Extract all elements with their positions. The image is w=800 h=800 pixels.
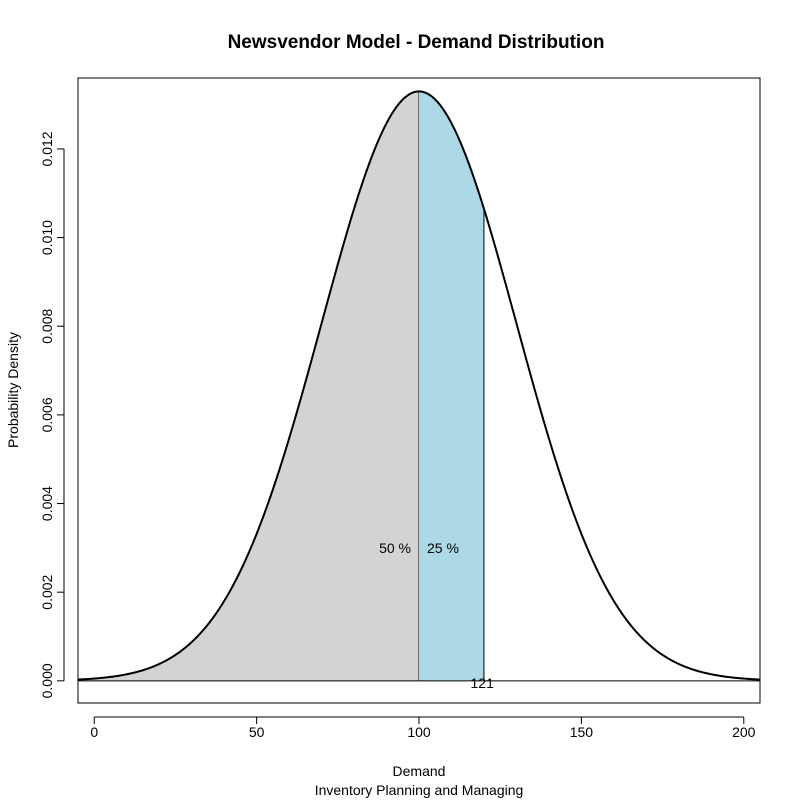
- x-axis-label: Demand: [393, 763, 446, 779]
- axes: 0 50 100 150 200 0.000 0.002 0.004 0.006 0.008 0.0…: [39, 131, 756, 740]
- y-axis-label: Probability Density: [5, 332, 21, 448]
- x-tick-label: 0: [90, 724, 98, 740]
- y-tick-label: 0.004: [39, 486, 55, 521]
- chart-title: Newsvendor Model - Demand Distribution: [228, 32, 605, 53]
- annotations: 50 % 25 % 121: [379, 540, 494, 691]
- region-1-area: [78, 91, 419, 681]
- plot-frame: [77, 77, 761, 704]
- y-tick-label: 0.006: [39, 397, 55, 432]
- y-tick-label: 0.008: [39, 309, 55, 344]
- y-tick-label: 0.002: [39, 574, 55, 609]
- optimal-quantity-label: 121: [471, 675, 495, 691]
- x-axis-subtitle: Inventory Planning and Managing: [315, 782, 524, 798]
- y-tick-label: 0.000: [39, 663, 55, 698]
- x-tick-label: 100: [407, 724, 431, 740]
- region-2-label: 25 %: [427, 540, 459, 556]
- region-1-label: 50 %: [379, 540, 411, 556]
- shaded-regions: [78, 91, 485, 681]
- density-curve: [77, 90, 761, 681]
- x-tick-label: 150: [570, 724, 594, 740]
- y-tick-label: 0.012: [39, 131, 55, 166]
- x-tick-label: 200: [732, 724, 756, 740]
- region-2-area: [419, 91, 484, 681]
- x-tick-label: 50: [249, 724, 265, 740]
- density-curve-layer: [77, 90, 761, 682]
- y-tick-label: 0.010: [39, 220, 55, 255]
